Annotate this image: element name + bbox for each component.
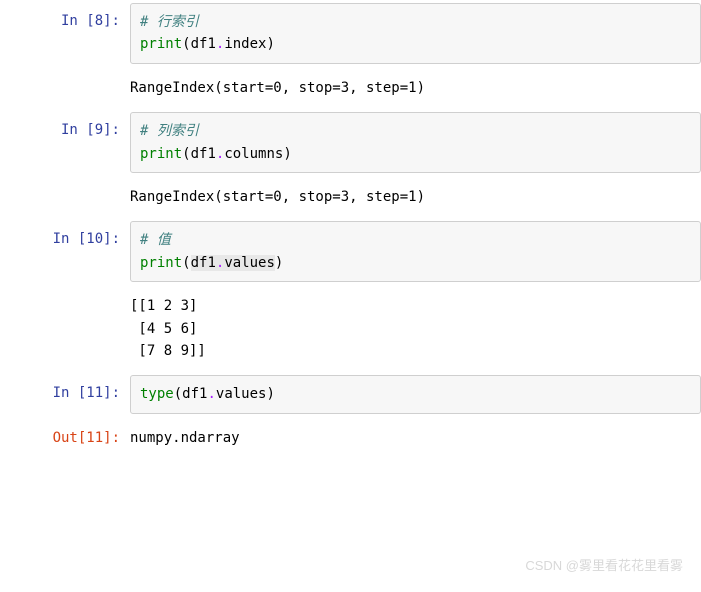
content-area: [[1 2 3] [4 5 6] [7 8 9]] [130, 288, 701, 369]
var-name: df1 [191, 36, 216, 52]
result-cell-11: Out[11]: numpy.ndarray [0, 417, 701, 460]
builtin-print: print [140, 255, 182, 271]
content-area: # 行索引 print(df1.index) [130, 3, 701, 64]
input-prompt: In [11]: [0, 375, 130, 412]
code-comment: # 列索引 [140, 123, 199, 139]
var-name: df1 [191, 146, 216, 162]
code-input[interactable]: type(df1.values) [130, 375, 701, 413]
content-area: numpy.ndarray [130, 420, 701, 456]
content-area: RangeIndex(start=0, stop=3, step=1) [130, 70, 701, 106]
code-input[interactable]: # 行索引 print(df1.index) [130, 3, 701, 64]
input-prompt: In [8]: [0, 3, 130, 40]
code-cell-9: In [9]: # 列索引 print(df1.columns) [0, 109, 701, 176]
builtin-print: print [140, 146, 182, 162]
content-area: type(df1.values) [130, 375, 701, 413]
highlighted-selection: df1.values [191, 255, 275, 271]
open-paren: ( [182, 255, 190, 271]
attr-name: columns [224, 146, 283, 162]
code-cell-11: In [11]: type(df1.values) [0, 372, 701, 416]
csdn-watermark: CSDN @雾里看花花里看雾 [525, 555, 683, 574]
output-prompt: Out[11]: [0, 420, 130, 457]
code-comment: # 行索引 [140, 14, 199, 30]
code-cell-8: In [8]: # 行索引 print(df1.index) [0, 0, 701, 67]
content-area: RangeIndex(start=0, stop=3, step=1) [130, 179, 701, 215]
code-input[interactable]: # 值 print(df1.values) [130, 221, 701, 282]
builtin-print: print [140, 36, 182, 52]
output-prompt-spacer [0, 70, 130, 86]
close-paren: ) [275, 255, 283, 271]
open-paren: ( [174, 386, 182, 402]
output-cell-8: RangeIndex(start=0, stop=3, step=1) [0, 67, 701, 109]
attr-name: values [224, 255, 275, 271]
builtin-type: type [140, 386, 174, 402]
stdout-output: [[1 2 3] [4 5 6] [7 8 9]] [130, 288, 701, 369]
output-prompt-spacer [0, 179, 130, 195]
dot-op: . [207, 386, 215, 402]
var-name: df1 [191, 255, 216, 271]
close-paren: ) [266, 36, 274, 52]
code-comment: # 值 [140, 232, 171, 248]
result-output: numpy.ndarray [130, 420, 701, 456]
close-paren: ) [283, 146, 291, 162]
open-paren: ( [182, 146, 190, 162]
stdout-output: RangeIndex(start=0, stop=3, step=1) [130, 70, 701, 106]
open-paren: ( [182, 36, 190, 52]
content-area: # 值 print(df1.values) [130, 221, 701, 282]
output-cell-10: [[1 2 3] [4 5 6] [7 8 9]] [0, 285, 701, 372]
content-area: # 列索引 print(df1.columns) [130, 112, 701, 173]
close-paren: ) [266, 386, 274, 402]
code-cell-10: In [10]: # 值 print(df1.values) [0, 218, 701, 285]
stdout-output: RangeIndex(start=0, stop=3, step=1) [130, 179, 701, 215]
output-cell-9: RangeIndex(start=0, stop=3, step=1) [0, 176, 701, 218]
var-name: df1 [182, 386, 207, 402]
output-prompt-spacer [0, 288, 130, 304]
input-prompt: In [10]: [0, 221, 130, 258]
code-input[interactable]: # 列索引 print(df1.columns) [130, 112, 701, 173]
input-prompt: In [9]: [0, 112, 130, 149]
attr-name: index [224, 36, 266, 52]
attr-name: values [216, 386, 267, 402]
